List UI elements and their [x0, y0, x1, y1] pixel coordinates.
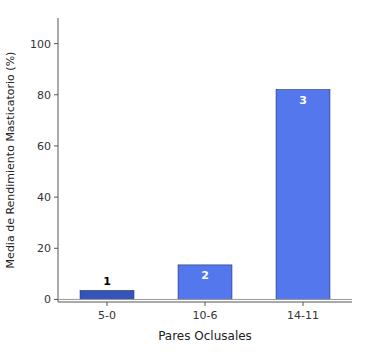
- chart: 1 2 3 0 20 40 60 80 100 5-0 10-6 14-11 Pares Oclusal…: [0, 0, 366, 352]
- y-axis-line: [58, 18, 59, 302]
- y-tick-label: 80: [37, 89, 51, 102]
- bar: [276, 90, 330, 300]
- y-tick-label: 60: [37, 140, 51, 153]
- y-tick-label: 40: [37, 191, 51, 204]
- y-tick: [54, 94, 58, 95]
- x-tick-label: 10-6: [193, 309, 218, 322]
- x-tick: [303, 302, 304, 306]
- y-tick-label: 0: [44, 293, 51, 306]
- baseline: [58, 299, 352, 300]
- y-tick: [54, 43, 58, 44]
- bar-annotation: 1: [103, 275, 111, 288]
- y-tick: [54, 145, 58, 146]
- bar-annotation: 3: [299, 94, 307, 107]
- chart-container: 1 2 3 0 20 40 60 80 100 5-0 10-6 14-11 Pares Oclusal…: [0, 0, 366, 352]
- y-tick-label: 20: [37, 242, 51, 255]
- x-tick: [107, 302, 108, 306]
- y-tick: [54, 197, 58, 198]
- x-tick: [205, 302, 206, 306]
- bar-annotation: 2: [201, 269, 209, 282]
- y-axis-label: Media de Rendimiento Masticatorio (%): [4, 52, 17, 269]
- y-tick-label: 100: [30, 38, 51, 51]
- bars: [80, 90, 330, 300]
- bar: [178, 265, 232, 300]
- x-tick-label: 5-0: [98, 309, 116, 322]
- y-tick: [54, 248, 58, 249]
- x-axis-label: Pares Oclusales: [158, 329, 252, 343]
- bar: [80, 290, 134, 299]
- y-tick: [54, 299, 58, 300]
- x-tick-label: 14-11: [287, 309, 319, 322]
